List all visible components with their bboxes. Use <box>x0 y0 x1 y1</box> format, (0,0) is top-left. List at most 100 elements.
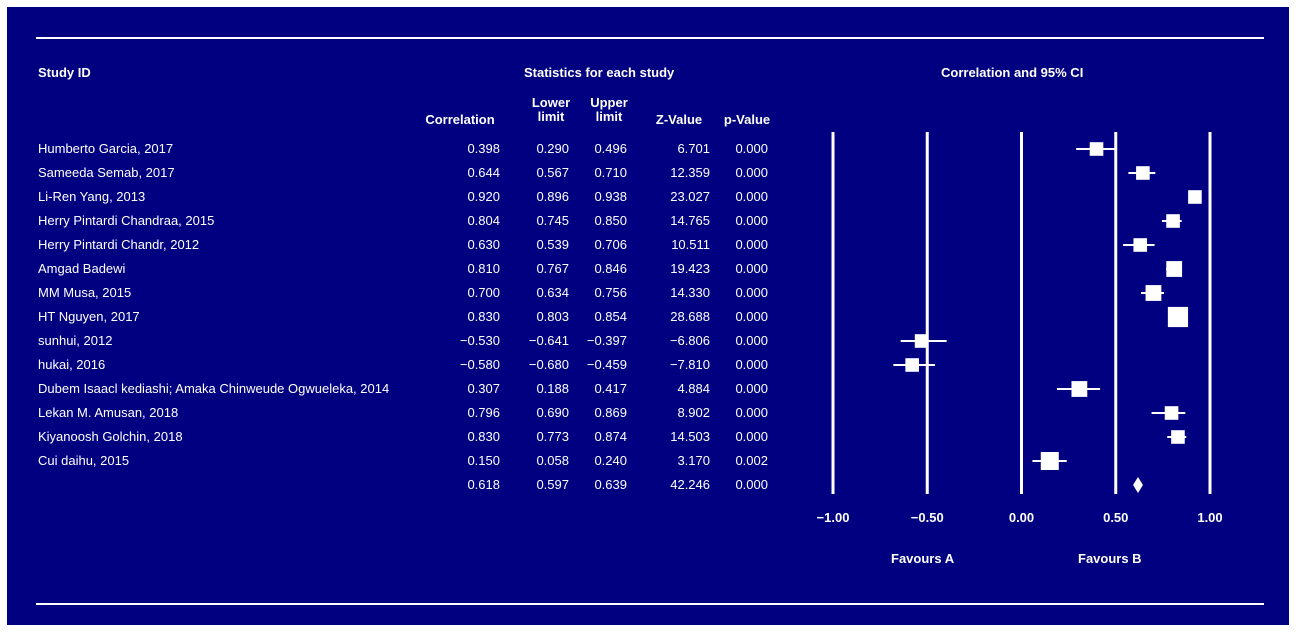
cell-study: MM Musa, 2015 <box>38 285 132 300</box>
cell-lower: 0.188 <box>536 381 569 396</box>
cell-upper: 0.846 <box>594 261 627 276</box>
study-point <box>1145 285 1162 301</box>
cell-lower: 0.597 <box>536 477 569 492</box>
favours-b-label: Favours B <box>1078 551 1142 566</box>
cell-z: 8.902 <box>677 405 710 420</box>
forest-plot-panel <box>7 7 1289 625</box>
cell-z: −7.810 <box>669 357 710 372</box>
bottom-rule <box>36 603 1264 605</box>
cell-lower: 0.567 <box>536 165 569 180</box>
top-rule <box>36 37 1264 39</box>
cell-p: 0.000 <box>735 405 768 420</box>
cell-z: 14.765 <box>670 213 710 228</box>
cell-correlation: −0.530 <box>459 333 500 348</box>
cell-correlation: 0.830 <box>467 429 500 444</box>
cell-p: 0.000 <box>735 141 768 156</box>
cell-p: 0.000 <box>735 213 768 228</box>
cell-study: Herry Pintardi Chandr, 2012 <box>38 237 200 252</box>
cell-upper: 0.706 <box>594 237 627 252</box>
study-point <box>1089 142 1104 156</box>
cell-z: 14.330 <box>670 285 710 300</box>
x-tick-label: 0.50 <box>1103 510 1128 525</box>
cell-upper: 0.710 <box>594 165 627 180</box>
cell-correlation: 0.150 <box>467 453 500 468</box>
cell-upper: 0.869 <box>594 405 627 420</box>
study-point <box>1040 452 1059 470</box>
col-header-z: Z-Value <box>655 112 703 127</box>
cell-study: Amgad Badewi <box>38 261 126 276</box>
cell-p: 0.000 <box>735 285 768 300</box>
cell-study: Herry Pintardi Chandraa, 2015 <box>38 213 215 228</box>
cell-correlation: 0.630 <box>467 237 500 252</box>
cell-lower: −0.680 <box>528 357 569 372</box>
study-point <box>1171 430 1185 444</box>
cell-z: 12.359 <box>670 165 710 180</box>
cell-upper: 0.854 <box>594 309 627 324</box>
cell-study: hukai, 2016 <box>38 357 106 372</box>
cell-correlation: −0.580 <box>459 357 500 372</box>
cell-lower: 0.767 <box>536 261 569 276</box>
cell-p: 0.000 <box>735 333 768 348</box>
col-header-lower: Lower limit <box>531 95 571 124</box>
cell-upper: 0.874 <box>594 429 627 444</box>
x-tick-label: 1.00 <box>1197 510 1222 525</box>
cell-correlation: 0.920 <box>467 189 500 204</box>
cell-p: 0.000 <box>735 429 768 444</box>
stats-group-header: Statistics for each study <box>524 65 675 80</box>
cell-study: Dubem Isaacl kediashi; Amaka Chinweude O… <box>38 381 390 396</box>
cell-study: sunhui, 2012 <box>38 333 113 348</box>
cell-lower: −0.641 <box>528 333 569 348</box>
cell-study: Li-Ren Yang, 2013 <box>38 189 146 204</box>
cell-lower: 0.773 <box>536 429 569 444</box>
cell-p: 0.002 <box>735 453 768 468</box>
col-header-upper: Upper limit <box>590 95 628 124</box>
study-point <box>1136 166 1150 180</box>
cell-correlation: 0.796 <box>467 405 500 420</box>
cell-p: 0.000 <box>735 261 768 276</box>
cell-correlation: 0.618 <box>467 477 500 492</box>
cell-z: 23.027 <box>670 189 710 204</box>
cell-study: Lekan M. Amusan, 2018 <box>38 405 179 420</box>
cell-upper: 0.240 <box>594 453 627 468</box>
cell-lower: 0.290 <box>536 141 569 156</box>
cell-p: 0.000 <box>735 309 768 324</box>
study-point <box>1188 190 1202 204</box>
x-tick-label: −1.00 <box>817 510 850 525</box>
x-tick-label: 0.00 <box>1009 510 1034 525</box>
col-header-correlation: Correlation <box>425 112 495 127</box>
cell-lower: 0.539 <box>536 237 569 252</box>
summary-diamond <box>1133 477 1143 493</box>
study-point <box>1167 306 1189 328</box>
cell-lower: 0.634 <box>536 285 569 300</box>
cell-correlation: 0.398 <box>467 141 500 156</box>
cell-z: 6.701 <box>677 141 710 156</box>
cell-lower: 0.745 <box>536 213 569 228</box>
cell-correlation: 0.804 <box>467 213 500 228</box>
cell-study: Kiyanoosh Golchin, 2018 <box>38 429 183 444</box>
cell-z: 14.503 <box>670 429 710 444</box>
plot-title: Correlation and 95% CI <box>941 65 1084 80</box>
cell-p: 0.000 <box>735 477 768 492</box>
cell-lower: 0.058 <box>536 453 569 468</box>
study-point <box>1166 261 1183 277</box>
cell-lower: 0.803 <box>536 309 569 324</box>
favours-a-label: Favours A <box>891 551 955 566</box>
study-point <box>914 334 929 348</box>
study-point <box>1071 381 1088 397</box>
cell-correlation: 0.700 <box>467 285 500 300</box>
cell-z: 28.688 <box>670 309 710 324</box>
cell-study: Cui daihu, 2015 <box>38 453 130 468</box>
cell-z: −6.806 <box>669 333 710 348</box>
cell-z: 3.170 <box>677 453 710 468</box>
cell-study: Humberto Garcia, 2017 <box>38 141 174 156</box>
col-header-p: p-Value <box>723 112 771 127</box>
cell-study: HT Nguyen, 2017 <box>38 309 140 324</box>
cell-study: Sameeda Semab, 2017 <box>38 165 175 180</box>
cell-correlation: 0.644 <box>467 165 500 180</box>
cell-lower: 0.690 <box>536 405 569 420</box>
cell-z: 10.511 <box>671 237 710 252</box>
cell-upper: 0.850 <box>594 213 627 228</box>
study-id-header: Study ID <box>38 65 91 80</box>
cell-lower: 0.896 <box>536 189 569 204</box>
